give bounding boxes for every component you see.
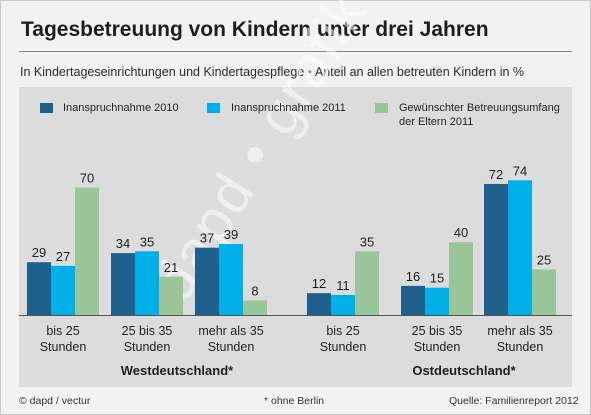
value-label-west-25-bis-35-2011: 35 [140, 234, 154, 249]
value-label-west-bis-25-wish: 70 [80, 171, 94, 186]
legend-label-2010: Inanspruchnahme 2010 [63, 102, 179, 114]
bar-west-mehr-als-35-wish [243, 300, 267, 315]
legend-label-wish: Gewünschter Betreuungsumfang der Eltern … [399, 102, 560, 128]
value-label-ost-25-bis-35-2011: 15 [430, 271, 444, 286]
value-label-ost-mehr-als-35-2010: 72 [489, 167, 503, 182]
bar-ost-25-bis-35-2011 [425, 287, 449, 315]
group-label-ost: Ostdeutschland* [412, 363, 516, 378]
category-label-west-mehr-als-35-line2: Stunden [208, 340, 255, 354]
footer-credit: © dapd / vectur [19, 395, 91, 407]
bar-chart: 29 27 70 bis 25 Stunden 34 35 21 25 bis 35 Stunde… [19, 163, 572, 378]
value-label-west-bis-25-2010: 29 [32, 245, 46, 260]
value-label-west-mehr-als-35-2011: 39 [224, 227, 238, 242]
value-label-ost-bis-25-2010: 12 [312, 276, 326, 291]
value-label-west-bis-25-2011: 27 [56, 249, 70, 264]
bar-west-mehr-als-35-2010 [195, 247, 219, 315]
value-label-ost-25-bis-35-2010: 16 [406, 269, 420, 284]
category-label-ost-mehr-als-35-line1: mehr als 35 [487, 324, 552, 338]
bar-ost-mehr-als-35-2010 [484, 183, 508, 315]
category-label-west-25-bis-35-line2: Stunden [124, 340, 171, 354]
category-label-ost-25-bis-35-line2: Stunden [414, 340, 461, 354]
bar-west-bis-25-wish [75, 187, 99, 315]
plot-area: dapd • grafik Inanspruchnahme 2010 Inans… [19, 0, 572, 387]
bar-west-bis-25-2011 [51, 265, 75, 315]
category-label-ost-bis-25-line1: bis 25 [326, 324, 359, 338]
category-label-ost-mehr-als-35-line2: Stunden [497, 340, 544, 354]
legend-swatch-2011 [207, 103, 220, 113]
value-label-west-25-bis-35-wish: 21 [164, 260, 178, 275]
bar-ost-25-bis-35-2010 [401, 285, 425, 315]
value-label-ost-mehr-als-35-wish: 25 [537, 253, 551, 268]
bar-west-25-bis-35-wish [159, 276, 183, 315]
title-divider [19, 51, 572, 52]
footer-source: Quelle: Familienreport 2012 [449, 395, 579, 407]
bar-ost-bis-25-2010 [307, 293, 331, 315]
bar-ost-bis-25-2011 [331, 294, 355, 315]
bar-ost-mehr-als-35-wish [532, 269, 556, 315]
legend-swatch-2010 [40, 103, 53, 113]
category-label-west-25-bis-35-line1: 25 bis 35 [122, 324, 173, 338]
footer-note: * ohne Berlin [264, 395, 325, 407]
value-label-west-mehr-als-35-wish: 8 [251, 283, 258, 298]
bar-west-mehr-als-35-2011 [219, 244, 243, 315]
value-label-ost-bis-25-wish: 35 [360, 234, 374, 249]
category-label-ost-bis-25-line2: Stunden [320, 340, 367, 354]
category-label-ost-25-bis-35-line1: 25 bis 35 [412, 324, 463, 338]
legend-swatch-wish [375, 103, 388, 113]
bar-west-25-bis-35-2010 [111, 253, 135, 315]
category-label-west-bis-25-line2: Stunden [40, 340, 87, 354]
bar-west-25-bis-35-2011 [135, 251, 159, 315]
value-label-west-mehr-als-35-2010: 37 [200, 231, 214, 246]
bar-ost-25-bis-35-wish [449, 242, 473, 315]
bar-west-bis-25-2010 [27, 262, 51, 315]
chart-title: Tagesbetreuung von Kindern unter drei Ja… [21, 18, 489, 41]
bar-ost-mehr-als-35-2011 [508, 180, 532, 315]
value-label-ost-25-bis-35-wish: 40 [454, 225, 468, 240]
chart-subtitle: In Kindertageseinrichtungen und Kinderta… [20, 65, 525, 79]
value-label-ost-mehr-als-35-2011: 74 [513, 163, 527, 178]
bar-ost-bis-25-wish [355, 251, 379, 315]
value-label-west-25-bis-35-2010: 34 [116, 236, 130, 251]
category-label-west-mehr-als-35-line1: mehr als 35 [198, 324, 263, 338]
legend-label-2011: Inanspruchnahme 2011 [231, 102, 346, 114]
value-label-ost-bis-25-2011: 11 [336, 278, 350, 293]
category-label-west-bis-25-line1: bis 25 [46, 324, 79, 338]
group-label-west: Westdeutschland* [121, 363, 234, 378]
